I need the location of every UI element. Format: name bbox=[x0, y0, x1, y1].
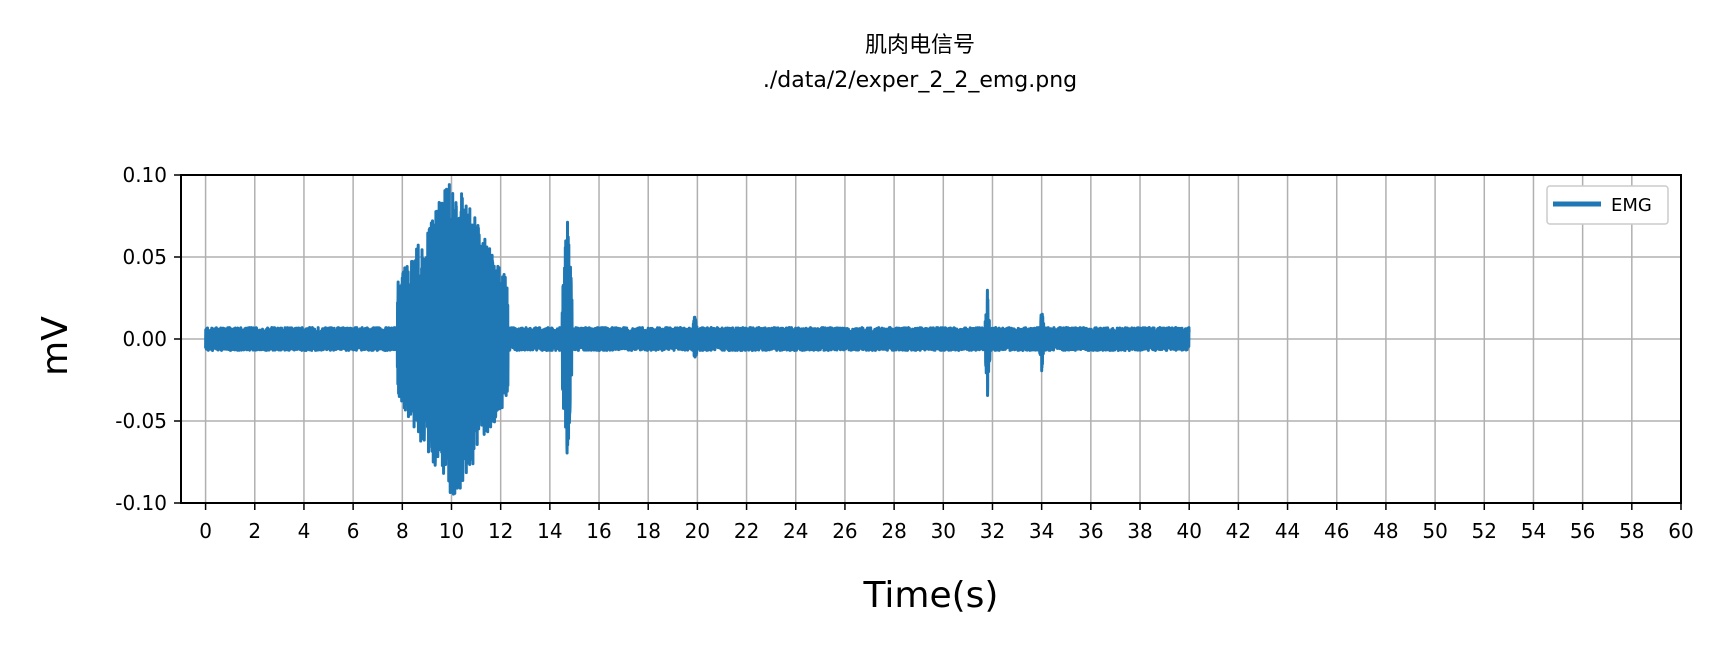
series-line-emg bbox=[204, 183, 1191, 496]
y-tick-label: 0.10 bbox=[122, 163, 167, 187]
legend: EMG bbox=[1546, 185, 1669, 225]
x-tick-label: 48 bbox=[1373, 519, 1398, 543]
x-tick-label: 24 bbox=[783, 519, 808, 543]
x-tick-label: 60 bbox=[1668, 519, 1693, 543]
x-tick-label: 6 bbox=[347, 519, 360, 543]
x-tick-label: 56 bbox=[1570, 519, 1595, 543]
x-tick-label: 0 bbox=[199, 519, 212, 543]
x-axis-label: Time(s) bbox=[863, 575, 999, 616]
x-tick-label: 40 bbox=[1176, 519, 1201, 543]
x-tick-label: 38 bbox=[1127, 519, 1152, 543]
x-tick-label: 50 bbox=[1422, 519, 1447, 543]
x-tick-label: 10 bbox=[439, 519, 464, 543]
x-tick-label: 44 bbox=[1275, 519, 1300, 543]
x-tick-label: 20 bbox=[685, 519, 710, 543]
x-tick-label: 26 bbox=[832, 519, 857, 543]
x-tick-label: 52 bbox=[1472, 519, 1497, 543]
y-tick-label: -0.10 bbox=[115, 491, 167, 515]
x-tick-label: 46 bbox=[1324, 519, 1349, 543]
x-tick-label: 28 bbox=[881, 519, 906, 543]
y-axis-label: mV bbox=[35, 316, 76, 376]
x-axis: 0 2 4 6 8 10 12 14 16 18 20 22 24 26 28 30 32 34 36 38 40 42 4… bbox=[199, 503, 1694, 543]
x-tick-label: 32 bbox=[980, 519, 1005, 543]
x-tick-label: 12 bbox=[488, 519, 513, 543]
series-layer bbox=[204, 183, 1191, 496]
x-tick-label: 14 bbox=[537, 519, 562, 543]
x-tick-label: 4 bbox=[298, 519, 311, 543]
x-tick-label: 42 bbox=[1226, 519, 1251, 543]
chart-title: 肌肉电信号 bbox=[865, 33, 975, 58]
y-axis: 0.10 0.05 0.00 -0.05 -0.10 bbox=[115, 163, 181, 515]
y-tick-label: 0.00 bbox=[122, 327, 167, 351]
x-tick-label: 54 bbox=[1521, 519, 1546, 543]
x-tick-label: 58 bbox=[1619, 519, 1644, 543]
x-tick-label: 36 bbox=[1078, 519, 1103, 543]
y-tick-label: 0.05 bbox=[122, 245, 167, 269]
x-tick-label: 8 bbox=[396, 519, 409, 543]
x-tick-label: 18 bbox=[635, 519, 660, 543]
legend-label-emg: EMG bbox=[1611, 195, 1652, 216]
x-tick-label: 2 bbox=[248, 519, 261, 543]
y-tick-label: -0.05 bbox=[115, 409, 167, 433]
chart-subtitle: ./data/2/exper_2_2_emg.png bbox=[763, 68, 1077, 93]
x-tick-label: 22 bbox=[734, 519, 759, 543]
x-tick-label: 16 bbox=[586, 519, 611, 543]
x-tick-label: 30 bbox=[931, 519, 956, 543]
legend-box bbox=[1546, 185, 1669, 225]
x-tick-label: 34 bbox=[1029, 519, 1054, 543]
